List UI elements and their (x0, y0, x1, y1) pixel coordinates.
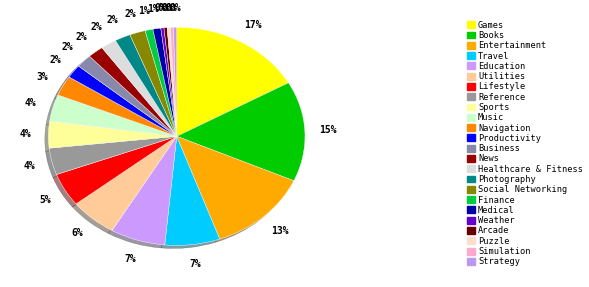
Wedge shape (49, 95, 177, 136)
Wedge shape (145, 29, 177, 136)
Wedge shape (161, 28, 177, 136)
Wedge shape (78, 56, 177, 136)
Wedge shape (76, 136, 177, 230)
Text: 2%: 2% (107, 15, 119, 25)
Wedge shape (49, 136, 177, 174)
Text: 7%: 7% (190, 259, 201, 269)
Text: 5%: 5% (39, 195, 51, 205)
Wedge shape (48, 121, 177, 148)
Text: 0%: 0% (165, 3, 177, 13)
Text: 15%: 15% (319, 125, 337, 135)
Wedge shape (102, 40, 177, 136)
Text: 4%: 4% (24, 161, 35, 171)
Text: 2%: 2% (75, 32, 87, 42)
Wedge shape (165, 136, 220, 245)
Wedge shape (174, 27, 177, 136)
Wedge shape (69, 66, 177, 136)
Text: 1%: 1% (138, 6, 150, 16)
Text: 7%: 7% (124, 254, 136, 264)
Wedge shape (177, 83, 305, 181)
Text: 2%: 2% (91, 22, 102, 32)
Wedge shape (130, 31, 177, 136)
Text: 2%: 2% (49, 55, 61, 65)
Wedge shape (164, 28, 177, 136)
Text: 4%: 4% (25, 98, 37, 108)
Wedge shape (177, 27, 289, 136)
Text: 4%: 4% (19, 129, 31, 139)
Wedge shape (177, 136, 294, 239)
Text: 2%: 2% (61, 42, 73, 53)
Text: 0%: 0% (154, 3, 166, 13)
Wedge shape (58, 77, 177, 136)
Text: 1%: 1% (147, 4, 159, 14)
Wedge shape (170, 27, 177, 136)
Wedge shape (167, 27, 177, 136)
Wedge shape (153, 28, 177, 136)
Text: 6%: 6% (71, 228, 83, 238)
Text: 17%: 17% (244, 20, 262, 30)
Legend: Games, Books, Entertainment, Travel, Education, Utilities, Lifestyle, Reference,: Games, Books, Entertainment, Travel, Edu… (465, 19, 585, 268)
Wedge shape (90, 48, 177, 136)
Text: 0%: 0% (169, 3, 181, 13)
Wedge shape (57, 136, 177, 204)
Text: 2%: 2% (124, 9, 136, 19)
Text: 0%: 0% (161, 3, 173, 13)
Text: 3%: 3% (37, 72, 48, 82)
Wedge shape (112, 136, 177, 245)
Text: 13%: 13% (271, 226, 289, 236)
Text: 0%: 0% (158, 3, 170, 13)
Wedge shape (115, 35, 177, 136)
